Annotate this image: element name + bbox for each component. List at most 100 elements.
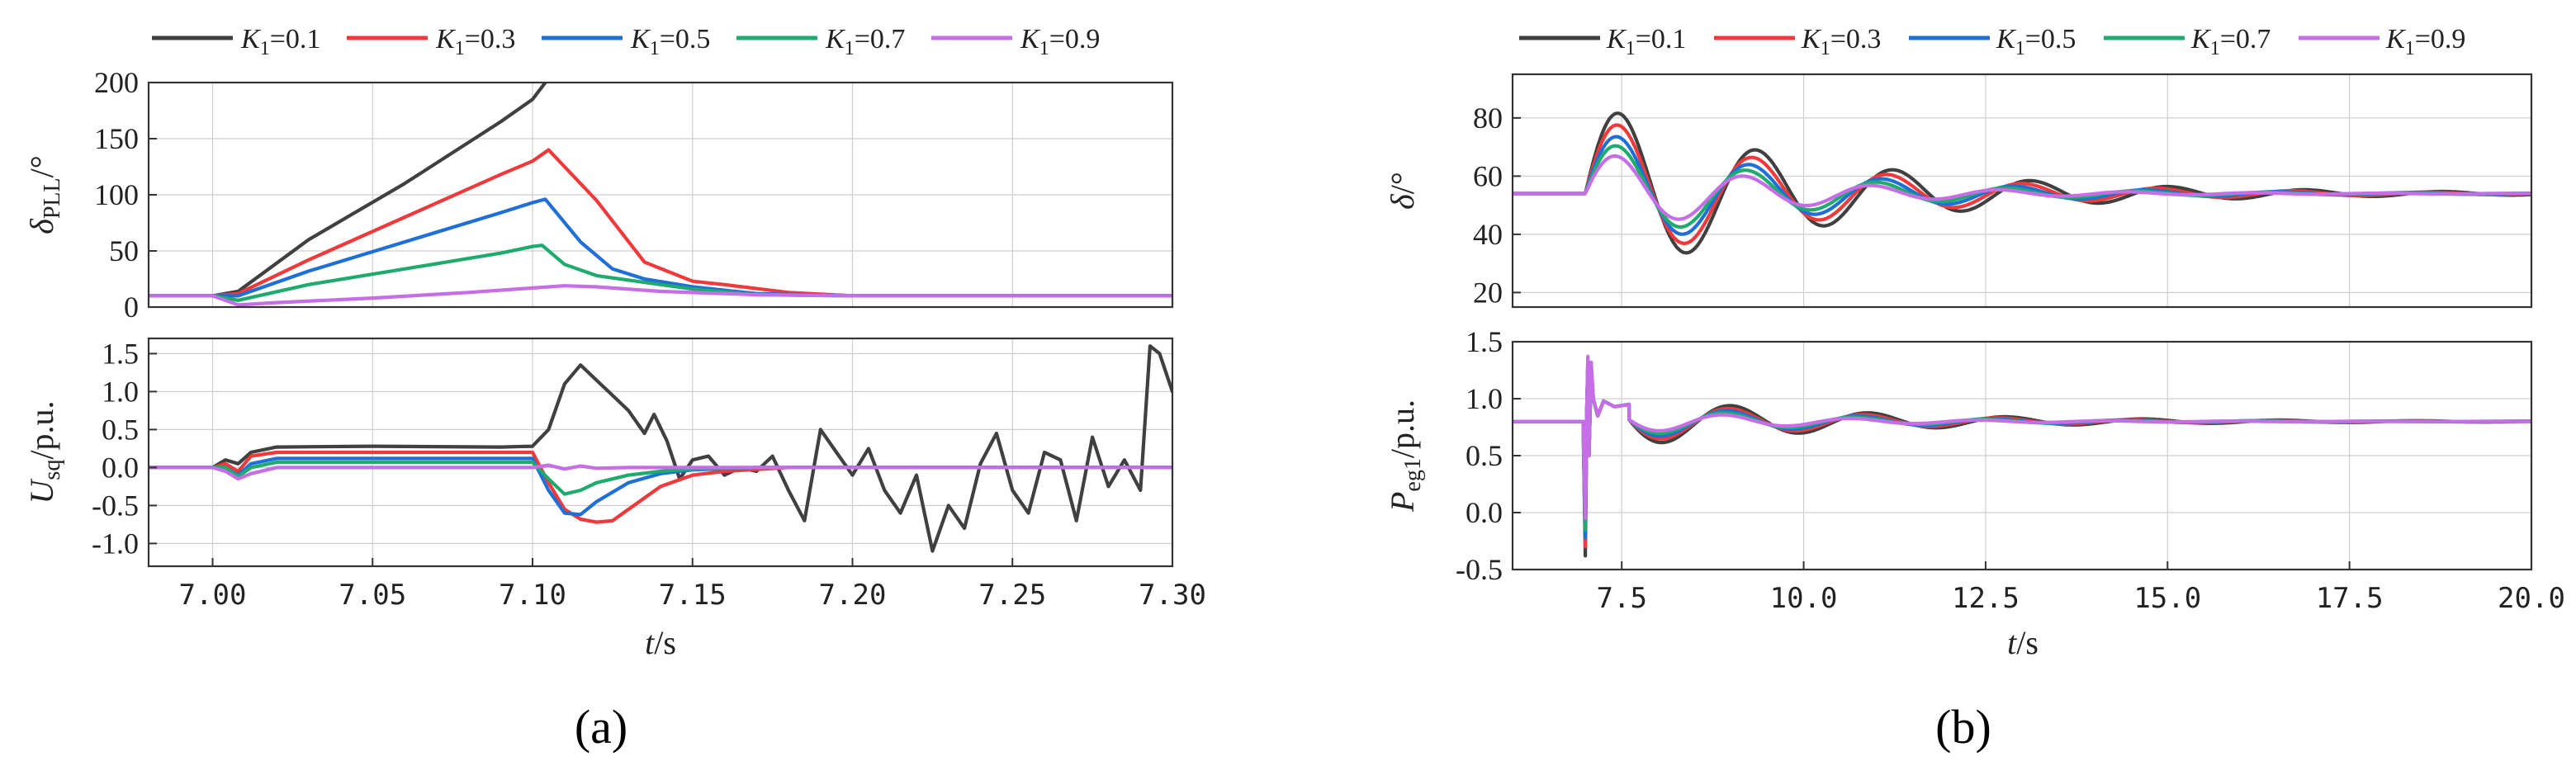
ytick-label: 60 bbox=[1473, 159, 1503, 192]
legend-k: K bbox=[2385, 24, 2407, 54]
legend-sub: 1 bbox=[455, 38, 465, 59]
legend-k: K bbox=[435, 24, 457, 54]
ytick-label: -0.5 bbox=[92, 489, 139, 522]
ylabel-b-bottom: Peg1/p.u. bbox=[1384, 400, 1426, 513]
legend-value: =0.5 bbox=[2025, 24, 2076, 54]
legend-k: K bbox=[2190, 24, 2212, 54]
frame-a-bottom bbox=[147, 337, 1174, 568]
legend-k: K bbox=[825, 24, 846, 54]
series-a-top bbox=[149, 83, 1172, 307]
legend-sub: 1 bbox=[650, 38, 660, 59]
xtick-label: 7.30 bbox=[1139, 579, 1206, 612]
legend-k: K bbox=[630, 24, 651, 54]
series-b-bottom bbox=[1513, 354, 2531, 558]
grid-b-bottom bbox=[1513, 341, 2531, 570]
series-line-b-bottom-3 bbox=[1513, 362, 2531, 532]
legend-item-b-0: K1=0.1 bbox=[1519, 24, 1686, 59]
panel-a-top: 0 50 100 150 200 δPLL/° bbox=[23, 66, 1174, 324]
legend-k: K bbox=[1020, 24, 1041, 54]
xtick-label: 15.0 bbox=[2133, 582, 2201, 615]
svg-text:K1=0.7: K1=0.7 bbox=[825, 24, 905, 59]
ytick-label: 0.5 bbox=[1466, 439, 1503, 472]
xtick-label: 7.25 bbox=[978, 579, 1046, 612]
legend-item-b-4: K1=0.9 bbox=[2299, 24, 2465, 59]
ytick-label: 1.5 bbox=[1466, 325, 1503, 358]
panel-b-bottom: 1.51.00.50.0-0.57.5 10.0 12.5 15.0 17.5 20.0 … bbox=[1384, 325, 2565, 661]
series-line-a-bottom-0 bbox=[149, 344, 1172, 553]
ytick-label: 100 bbox=[94, 178, 139, 211]
ytick-label: 0.5 bbox=[102, 413, 139, 446]
svg-text:K1=0.5: K1=0.5 bbox=[630, 24, 710, 59]
ytick-label: -0.5 bbox=[1456, 553, 1503, 586]
series-line-b-bottom-0 bbox=[1513, 359, 2531, 558]
panel-a-bottom: 1.5 1.0 0.5 0.0 -0.5 -1.0 7.00 7.05 7.10 7.15 7.20… bbox=[23, 337, 1206, 661]
xtick-label: 7.5 bbox=[1597, 582, 1647, 615]
legend-value: =0.7 bbox=[855, 24, 906, 54]
frame-b-bottom bbox=[1511, 340, 2533, 571]
legend-sub: 1 bbox=[845, 38, 855, 59]
svg-text:K1=0.3: K1=0.3 bbox=[1801, 24, 1881, 59]
ytick-label: 1.0 bbox=[1466, 382, 1503, 415]
series-line-a-bottom-4 bbox=[149, 463, 1172, 481]
legend-sub: 1 bbox=[260, 38, 270, 59]
legend-k: K bbox=[1606, 24, 1627, 54]
ylabel-b-top: δ/° bbox=[1384, 172, 1421, 210]
svg-text:K1=0.5: K1=0.5 bbox=[1996, 24, 2076, 59]
xtick-label: 17.5 bbox=[2316, 582, 2384, 615]
ytick-label: 20 bbox=[1473, 276, 1503, 309]
legend-sub: 1 bbox=[1039, 38, 1049, 59]
ylabel-a-bottom: Usq/p.u. bbox=[23, 401, 65, 504]
xtick-label: 7.10 bbox=[499, 579, 566, 612]
ytick-label: 50 bbox=[109, 234, 139, 267]
ylabel-a-top: δPLL/° bbox=[23, 155, 65, 234]
legend-value: =0.9 bbox=[2415, 24, 2466, 54]
legend-sub: 1 bbox=[2405, 38, 2415, 59]
legend-item-a-3: K1=0.7 bbox=[736, 24, 905, 59]
legend-item-a-2: K1=0.5 bbox=[542, 24, 710, 59]
xtick-label: 12.5 bbox=[1952, 582, 2020, 615]
yticks-a-top: 0 50 100 150 200 bbox=[94, 66, 157, 324]
legend-sub: 1 bbox=[1821, 38, 1830, 59]
series-line-a-top-2 bbox=[149, 197, 1172, 298]
ytick-label: 1.0 bbox=[102, 375, 139, 408]
legend-sub: 1 bbox=[2015, 38, 2025, 59]
legend-k: K bbox=[1996, 24, 2017, 54]
ticks-b-bottom: 1.5 1.0 0.5 0.0 -0.5 7.5 10.0 12.5 15.0 17.5 20.0 bbox=[1456, 325, 2565, 615]
ytick-label: 40 bbox=[1473, 218, 1503, 251]
legend-value: =0.9 bbox=[1049, 24, 1101, 54]
legend-item-b-1: K1=0.3 bbox=[1714, 24, 1881, 59]
legend-b: K1=0.1 K1=0.3 K1=0.5 K1=0.7 K1=0.9 bbox=[1519, 24, 2465, 59]
legend-item-a-1: K1=0.3 bbox=[347, 24, 515, 59]
xtick-label: 10.0 bbox=[1770, 582, 1838, 615]
series-line-b-top-1 bbox=[1513, 123, 2531, 245]
xtick-label: 7.00 bbox=[179, 579, 247, 612]
ytick-label: 200 bbox=[94, 66, 139, 99]
series-a-bottom bbox=[149, 344, 1172, 553]
legend-value: =0.5 bbox=[660, 24, 711, 54]
caption-b: (b) bbox=[1935, 700, 1991, 754]
panel-b-top: 20 40 60 80 δ/° bbox=[1384, 73, 2533, 309]
series-line-a-top-0 bbox=[149, 83, 547, 298]
legend-sub: 1 bbox=[1626, 38, 1636, 59]
svg-text:K1=0.3: K1=0.3 bbox=[435, 24, 515, 59]
series-line-b-bottom-4 bbox=[1513, 354, 2531, 520]
legend-item-a-4: K1=0.9 bbox=[931, 24, 1100, 59]
legend-k: K bbox=[1801, 24, 1822, 54]
svg-text:K1=0.1: K1=0.1 bbox=[240, 24, 320, 59]
legend-value: =0.3 bbox=[1830, 24, 1882, 54]
series-line-a-bottom-1 bbox=[149, 450, 1172, 524]
legend-item-b-3: K1=0.7 bbox=[2104, 24, 2271, 59]
grid-b-top bbox=[1513, 74, 2531, 307]
legend-value: =0.3 bbox=[465, 24, 516, 54]
xlabel-b: t/s bbox=[2007, 624, 2039, 661]
xtick-label: 20.0 bbox=[2498, 582, 2565, 615]
series-line-a-top-4 bbox=[149, 284, 1172, 307]
xlabel-a: t/s bbox=[645, 624, 676, 661]
svg-text:K1=0.7: K1=0.7 bbox=[2190, 24, 2271, 59]
svg-text:K1=0.9: K1=0.9 bbox=[1020, 24, 1100, 59]
ticks-a-bottom: 1.5 1.0 0.5 0.0 -0.5 -1.0 7.00 7.05 7.10 7.15 7.20… bbox=[92, 337, 1206, 612]
caption-a: (a) bbox=[575, 700, 627, 754]
ytick-label: 150 bbox=[94, 122, 139, 155]
series-line-b-top-4 bbox=[1513, 154, 2531, 221]
